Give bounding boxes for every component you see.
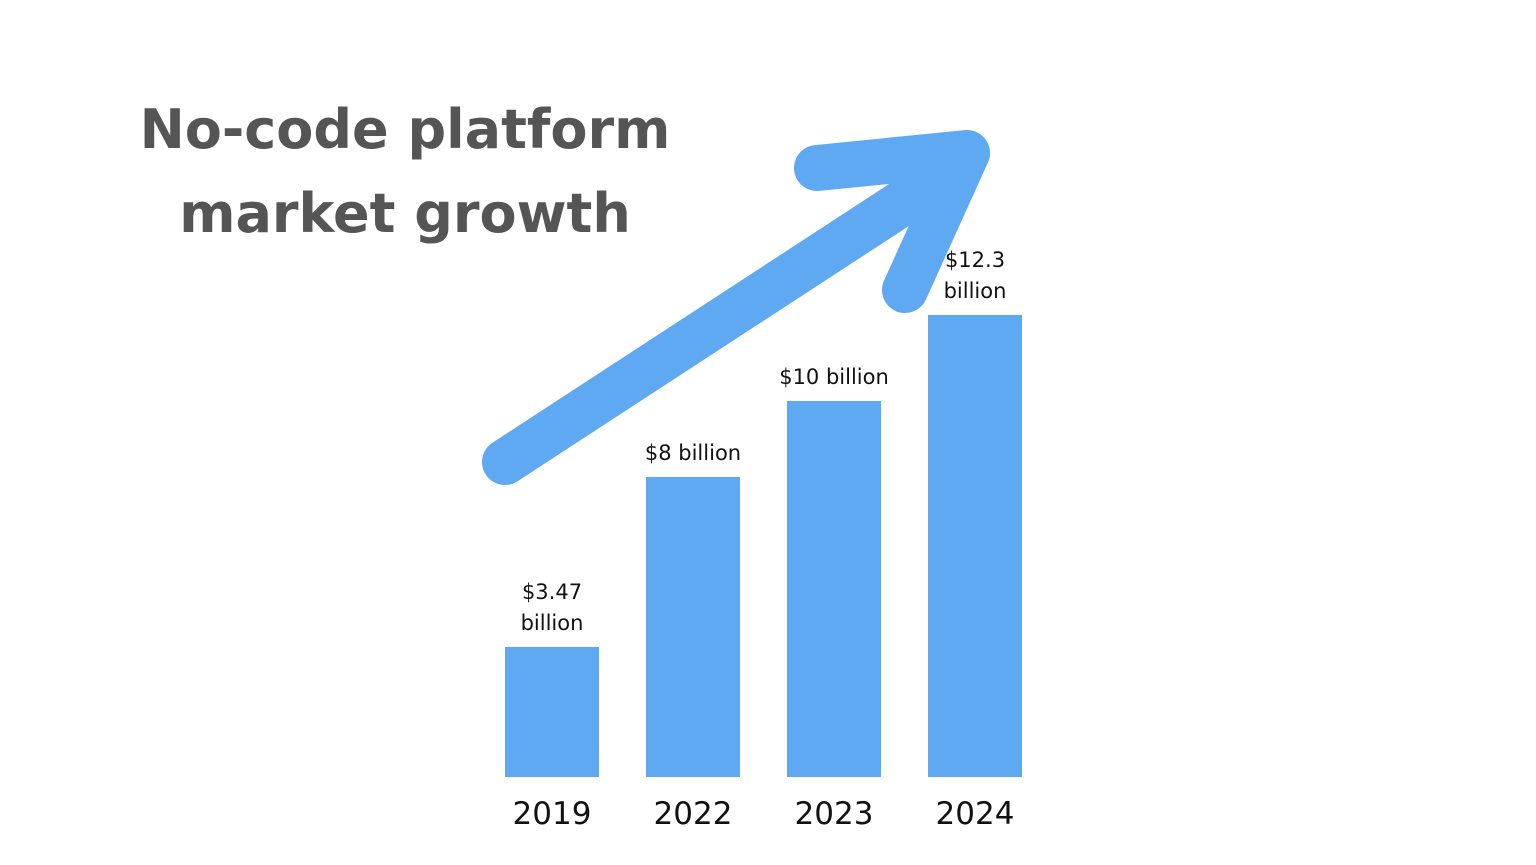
x-tick-label: 2022 [653,796,733,832]
x-tick-label: 2019 [512,796,592,832]
bar [787,401,881,777]
bar [928,315,1022,777]
bar [505,646,599,777]
x-tick-label: 2024 [935,796,1015,832]
value-label: $10 billion [779,365,889,390]
value-label: $12.3 billion [943,248,1007,303]
x-tick-label: 2023 [794,796,874,832]
value-label: $8 billion [644,440,742,465]
value-label: $3.47 billion [520,579,584,635]
chart-title: No-code platform market growth [139,98,671,245]
bar [646,476,740,777]
